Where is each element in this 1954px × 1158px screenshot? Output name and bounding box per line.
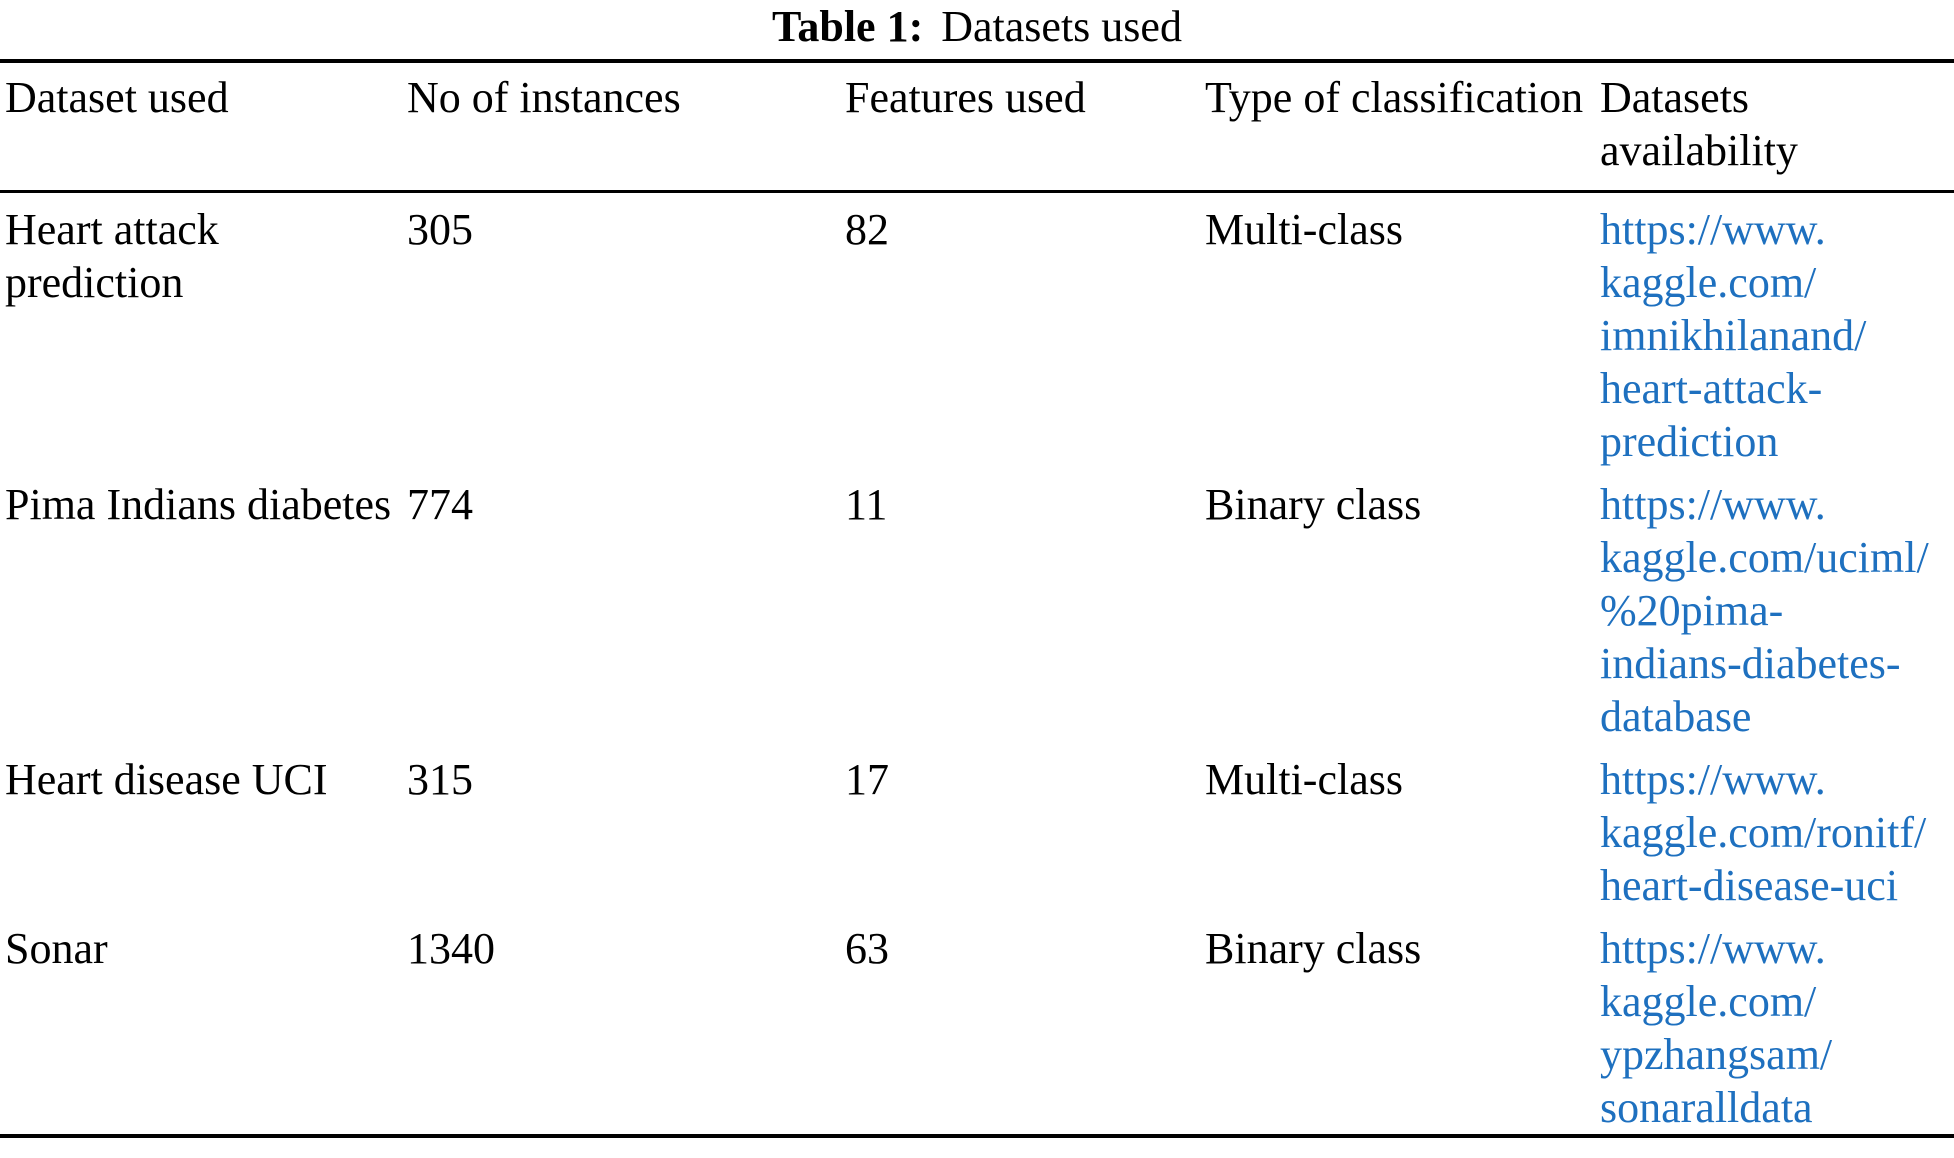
column-header-features: Features used [845,73,1086,122]
dataset-name-cell: Heart disease UCI [5,755,328,804]
instances-cell: 1340 [407,924,495,973]
classification-cell: Multi-class [1205,755,1403,804]
features-cell: 82 [845,205,889,254]
dataset-url-link[interactable]: https://www. kaggle.com/ imnikhilanand/ … [1600,205,1867,466]
dataset-url-link[interactable]: https://www. kaggle.com/ronitf/ heart-di… [1600,755,1927,910]
dataset-name-cell: Pima Indians diabetes [5,480,392,529]
table-caption: Table 1: Datasets used [0,0,1954,59]
instances-cell: 315 [407,755,473,804]
features-cell: 63 [845,924,889,973]
classification-cell: Binary class [1205,480,1422,529]
table-row: Heart disease UCI 315 17 Multi-class htt… [0,743,1954,912]
classification-cell: Binary class [1205,924,1422,973]
dataset-name-cell: Heart attack prediction [5,205,219,307]
column-header-dataset: Dataset used [5,73,229,122]
column-header-instances: No of instances [407,73,681,122]
table-header-row: Dataset used No of instances Features us… [0,63,1954,190]
table-row: Pima Indians diabetes 774 11 Binary clas… [0,468,1954,743]
table-caption-label: Table 1: [772,2,924,51]
features-cell: 17 [845,755,889,804]
instances-cell: 774 [407,480,473,529]
column-header-availability: Datasets availability [1600,73,1798,175]
dataset-name-cell: Sonar [5,924,108,973]
column-header-classification: Type of classification [1205,73,1584,122]
classification-cell: Multi-class [1205,205,1403,254]
table-bottom-rule [0,1134,1954,1138]
instances-cell: 305 [407,205,473,254]
features-cell: 11 [845,480,888,529]
table-row: Sonar 1340 63 Binary class https://www. … [0,912,1954,1134]
table-row: Heart attack prediction 305 82 Multi-cla… [0,193,1954,468]
table-header-rule [0,190,1954,193]
dataset-url-link[interactable]: https://www. kaggle.com/uciml/ %20pima- … [1600,480,1929,741]
table-top-rule [0,59,1954,63]
table-caption-text: Datasets used [941,2,1182,51]
dataset-url-link[interactable]: https://www. kaggle.com/ ypzhangsam/ son… [1600,924,1833,1132]
